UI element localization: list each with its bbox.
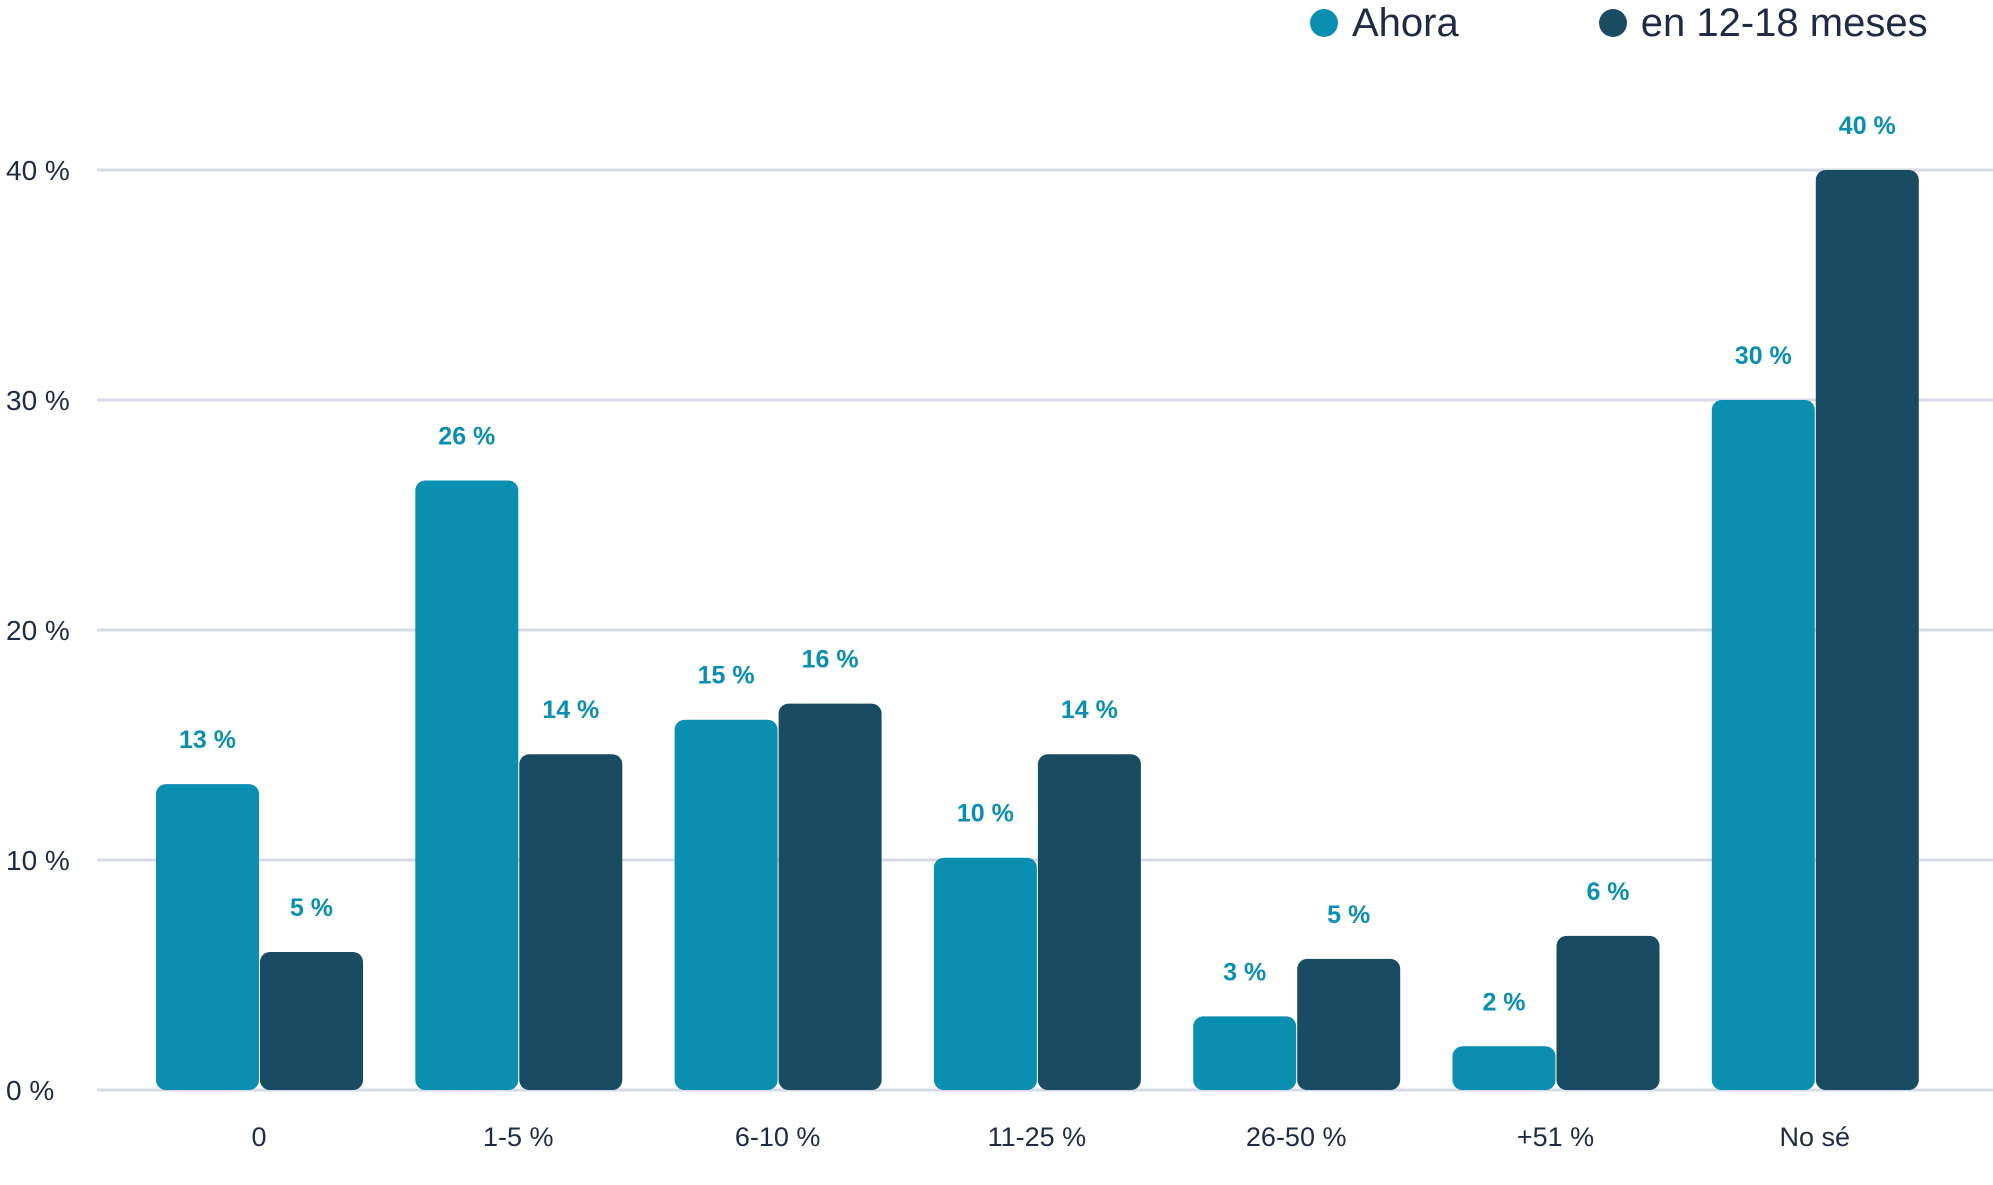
bar-ahora[interactable] <box>415 480 519 1091</box>
value-label: 10 % <box>957 800 1014 828</box>
y-axis: 0 % 10 % 20 % 30 % 40 % <box>6 155 70 1106</box>
legend-label-12-18-meses: en 12-18 meses <box>1640 0 1928 45</box>
legend-swatch-ahora-icon <box>1310 9 1338 37</box>
y-tick-label: 40 % <box>6 155 70 186</box>
value-label: 26 % <box>438 423 495 451</box>
value-label: 15 % <box>698 662 755 690</box>
value-label: 6 % <box>1586 878 1629 906</box>
value-label: 30 % <box>1735 342 1792 370</box>
y-tick-label: 0 % <box>6 1075 54 1106</box>
legend-item-12-18-meses[interactable]: en 12-18 meses <box>1598 0 1928 46</box>
x-tick-label: No sé <box>1780 1122 1851 1152</box>
x-tick-label: 11-25 % <box>988 1122 1087 1152</box>
bar-ahora[interactable] <box>933 857 1037 1090</box>
legend-swatch-12-18-meses-icon <box>1598 9 1627 37</box>
legend-item-ahora[interactable]: Ahora <box>1310 1 1459 46</box>
bars <box>156 170 1919 1090</box>
bar-12-18-meses[interactable] <box>260 952 363 1090</box>
bar-ahora[interactable] <box>1452 1046 1556 1090</box>
bar-12-18-meses[interactable] <box>1556 935 1660 1090</box>
legend-label-ahora: Ahora <box>1352 0 1459 45</box>
value-label: 2 % <box>1482 988 1525 1016</box>
x-tick-label: 0 <box>251 1122 266 1152</box>
bar-ahora[interactable] <box>156 784 259 1090</box>
value-label: 40 % <box>1839 112 1896 140</box>
bar-12-18-meses[interactable] <box>1037 754 1141 1090</box>
value-label: 14 % <box>542 696 599 724</box>
value-label: 5 % <box>1327 901 1370 929</box>
value-label: 16 % <box>802 646 859 674</box>
value-labels: 13 % 5 % 26 % 14 % 15 % 16 % 10 % 14 % 3 % 5 % 2 %… <box>179 112 1896 1016</box>
value-label: 5 % <box>290 894 333 922</box>
y-tick-label: 30 % <box>6 385 70 416</box>
x-axis: 0 1-5 % 6-10 % 11-25 % 26-50 % +51 % No sé <box>251 1122 1850 1152</box>
x-tick-label: 26-50 % <box>1246 1122 1347 1152</box>
bar-ahora[interactable] <box>1711 400 1815 1090</box>
y-tick-label: 20 % <box>6 615 70 646</box>
x-tick-label: 1-5 % <box>483 1122 554 1152</box>
bar-ahora[interactable] <box>674 719 778 1090</box>
bar-12-18-meses[interactable] <box>1815 170 1919 1090</box>
legend: Ahora en 12-18 meses <box>1310 0 1928 46</box>
x-tick-label: +51 % <box>1517 1122 1594 1152</box>
bar-12-18-meses[interactable] <box>519 754 623 1090</box>
x-tick-label: 6-10 % <box>735 1122 821 1152</box>
y-tick-label: 10 % <box>6 845 70 876</box>
bar-12-18-meses[interactable] <box>778 703 882 1090</box>
value-label: 13 % <box>179 726 236 754</box>
bar-ahora[interactable] <box>1193 1016 1297 1090</box>
value-label: 14 % <box>1061 696 1118 724</box>
bar-12-18-meses[interactable] <box>1297 958 1401 1090</box>
value-label: 3 % <box>1223 958 1266 986</box>
